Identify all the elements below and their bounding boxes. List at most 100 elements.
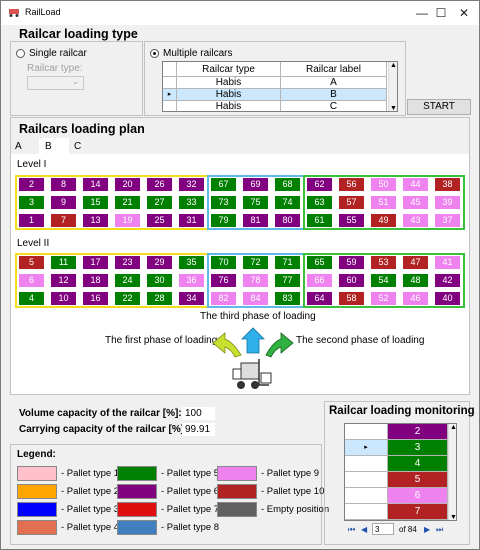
scroll-down-icon[interactable]: ▼ (450, 514, 457, 521)
grid-cell[interactable]: Habis (177, 101, 281, 111)
railcar-type-select[interactable]: ⌄ (27, 76, 84, 90)
pallet-cell: 80 (275, 214, 300, 227)
pallet-cell: 37 (435, 214, 460, 227)
legend-heading: Legend: (17, 449, 56, 460)
pallet-cell: 57 (339, 196, 364, 209)
monitoring-row-selector[interactable] (345, 424, 388, 440)
pallet-cell: 65 (307, 256, 332, 269)
first-page-icon[interactable]: ⏮ (348, 525, 356, 534)
railcar-type-label: Railcar type: (27, 63, 83, 74)
grid-header-label[interactable]: Railcar label (281, 62, 387, 77)
legend-swatch (117, 502, 157, 517)
pallet-cell: 26 (147, 178, 172, 191)
next-page-icon[interactable]: ▶ (424, 525, 431, 534)
pallet-cell: 9 (51, 196, 76, 209)
last-page-icon[interactable]: ⏭ (436, 525, 444, 534)
pallet-cell: 5 (19, 256, 44, 269)
scroll-down-icon[interactable]: ▼ (390, 105, 397, 112)
monitoring-scrollbar[interactable]: ▲ ▼ (448, 424, 457, 521)
grid-cell[interactable]: B (281, 89, 387, 101)
scroll-up-icon[interactable]: ▲ (390, 62, 397, 69)
grid-row-selector-current[interactable]: ▸ (163, 89, 177, 101)
pallet-cell: 73 (211, 196, 236, 209)
legend-label: - Pallet type 6 (161, 486, 220, 497)
pallet-cell: 17 (83, 256, 108, 269)
legend-label: - Pallet type 4 (61, 522, 120, 533)
scroll-up-icon[interactable]: ▲ (450, 424, 457, 431)
grid-header-type[interactable]: Railcar type (177, 62, 281, 77)
tab-a[interactable]: A (15, 141, 22, 152)
pallet-cell: 16 (83, 292, 108, 305)
pallet-cell: 78 (243, 274, 268, 287)
legend-swatch (17, 502, 57, 517)
pallet-cell: 31 (179, 214, 204, 227)
pallet-cell: 55 (339, 214, 364, 227)
tab-b[interactable]: B (45, 141, 52, 152)
grid-cell[interactable]: Habis (177, 77, 281, 89)
zone-phase-2 (303, 253, 465, 308)
grid-cell[interactable]: A (281, 77, 387, 89)
maximize-button[interactable]: ☐ (435, 6, 447, 20)
pallet-cell: 70 (211, 256, 236, 269)
multiple-railcars-radio[interactable] (150, 49, 159, 58)
monitoring-row-selector[interactable] (345, 504, 388, 520)
legend-swatch (117, 484, 157, 499)
legend-label: - Pallet type 1 (61, 468, 120, 479)
monitoring-row-selector[interactable] (345, 456, 388, 472)
monitoring-cell[interactable]: 3 (388, 440, 448, 456)
pallet-cell: 62 (307, 178, 332, 191)
pallet-cell: 18 (83, 274, 108, 287)
legend-label: - Pallet type 8 (161, 522, 220, 533)
pallet-cell: 52 (371, 292, 396, 305)
pallet-cell: 15 (83, 196, 108, 209)
pallet-cell: 33 (179, 196, 204, 209)
single-railcar-radio[interactable] (16, 49, 25, 58)
monitoring-cell[interactable]: 2 (388, 424, 448, 440)
close-button[interactable]: ✕ (458, 6, 470, 20)
pallet-cell: 36 (179, 274, 204, 287)
page-number-field[interactable]: 3 (372, 523, 394, 535)
monitoring-cell[interactable]: 6 (388, 488, 448, 504)
pallet-cell: 68 (275, 178, 300, 191)
tab-c[interactable]: C (74, 141, 82, 152)
window-title: RailLoad (25, 7, 61, 17)
tab-active-bg (39, 138, 69, 154)
grid-cell[interactable]: Habis (177, 89, 281, 101)
pallet-cell: 27 (147, 196, 172, 209)
grid-row-selector[interactable] (163, 101, 177, 111)
monitoring-heading: Railcar loading monitoring (329, 405, 475, 417)
pallet-cell: 10 (51, 292, 76, 305)
level-1-label: Level I (17, 159, 47, 170)
title-bar: RailLoad — ☐ ✕ (1, 1, 479, 25)
monitoring-cell[interactable]: 5 (388, 472, 448, 488)
pallet-cell: 41 (435, 256, 460, 269)
third-phase-label: The third phase of loading (200, 311, 316, 322)
volume-capacity-label: Volume capacity of the railcar [%]: (19, 408, 182, 419)
pallet-cell: 29 (147, 256, 172, 269)
pallet-cell: 39 (435, 196, 460, 209)
monitoring-row-selector[interactable] (345, 472, 388, 488)
volume-capacity-field[interactable]: 100 (182, 407, 215, 420)
monitoring-cell[interactable]: 4 (388, 456, 448, 472)
grid-scrollbar[interactable]: ▲ ▼ (388, 62, 397, 112)
legend-label: - Pallet type 2 (61, 486, 120, 497)
railcar-grid[interactable]: Railcar type Railcar label ▸ Habis A Hab… (162, 61, 398, 112)
grid-cell[interactable]: C (281, 101, 387, 111)
grid-row-selector[interactable] (163, 77, 177, 89)
legend-swatch (17, 484, 57, 499)
legend-swatch (117, 466, 157, 481)
arrow-left-icon (212, 332, 242, 358)
pallet-cell: 79 (211, 214, 236, 227)
carrying-capacity-field[interactable]: 99.91 (182, 423, 215, 436)
monitoring-row-selector[interactable]: ▸ (345, 440, 388, 456)
monitoring-grid[interactable]: 2 ▸ 3 4 5 6 7 ▲ ▼ (344, 423, 457, 521)
pallet-cell: 63 (307, 196, 332, 209)
monitoring-row-selector[interactable] (345, 488, 388, 504)
start-button[interactable]: START (407, 99, 471, 115)
monitoring-navigator: ⏮ ◀ 3 of 84 ▶ ⏭ (344, 523, 457, 537)
monitoring-cell[interactable]: 7 (388, 504, 448, 520)
prev-page-icon[interactable]: ◀ (361, 525, 368, 534)
minimize-button[interactable]: — (416, 6, 428, 20)
pallet-cell: 54 (371, 274, 396, 287)
